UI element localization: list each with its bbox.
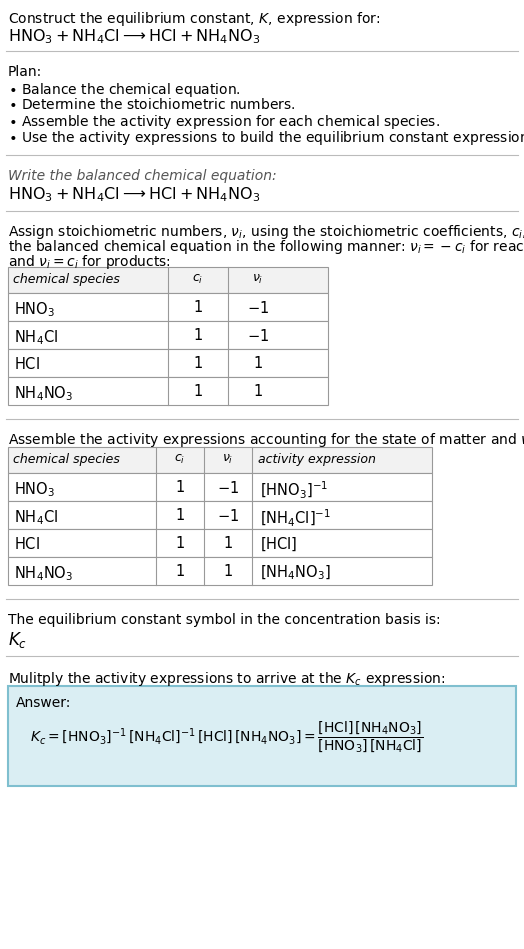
Text: $K_c = [\mathrm{HNO_3}]^{-1}\,[\mathrm{NH_4Cl}]^{-1}\,[\mathrm{HCl}]\,[\mathrm{N: $K_c = [\mathrm{HNO_3}]^{-1}\,[\mathrm{N…	[30, 720, 423, 755]
Bar	[8, 501, 432, 529]
Text: $\bullet$ Determine the stoichiometric numbers.: $\bullet$ Determine the stoichiometric n…	[8, 97, 296, 112]
Text: $\mathrm{HNO_3 + NH_4Cl} \longrightarrow \mathrm{HCl + NH_4NO_3}$: $\mathrm{HNO_3 + NH_4Cl} \longrightarrow…	[8, 27, 260, 46]
Text: $\bullet$ Balance the chemical equation.: $\bullet$ Balance the chemical equation.	[8, 81, 241, 99]
Text: $\mathrm{HCl}$: $\mathrm{HCl}$	[14, 356, 40, 372]
Text: 1: 1	[176, 480, 184, 495]
Text: activity expression: activity expression	[258, 453, 376, 466]
Bar	[8, 686, 516, 786]
Text: $\mathrm{HNO_3 + NH_4Cl} \longrightarrow \mathrm{HCl + NH_4NO_3}$: $\mathrm{HNO_3 + NH_4Cl} \longrightarrow…	[8, 185, 260, 204]
Text: $\bullet$ Use the activity expressions to build the equilibrium constant express: $\bullet$ Use the activity expressions t…	[8, 129, 524, 147]
Text: 1: 1	[176, 508, 184, 523]
Text: 1: 1	[176, 536, 184, 551]
Text: $\mathrm{HCl}$: $\mathrm{HCl}$	[14, 536, 40, 552]
Text: $c_i$: $c_i$	[192, 273, 204, 286]
Text: Plan:: Plan:	[8, 65, 42, 79]
Text: Construct the equilibrium constant, $K$, expression for:: Construct the equilibrium constant, $K$,…	[8, 10, 380, 28]
Text: $c_i$: $c_i$	[174, 453, 185, 466]
Text: 1: 1	[254, 384, 263, 399]
Text: $-1$: $-1$	[247, 328, 269, 344]
Bar	[8, 293, 328, 321]
Text: Answer:: Answer:	[16, 696, 71, 710]
Bar	[8, 267, 328, 293]
Text: Assemble the activity expressions accounting for the state of matter and $\nu_i$: Assemble the activity expressions accoun…	[8, 431, 524, 449]
Text: $\mathrm{HNO_3}$: $\mathrm{HNO_3}$	[14, 300, 55, 319]
Text: $-1$: $-1$	[247, 300, 269, 316]
Text: Write the balanced chemical equation:: Write the balanced chemical equation:	[8, 169, 277, 183]
Bar	[8, 473, 432, 501]
Bar	[8, 349, 328, 377]
Text: 1: 1	[193, 328, 203, 343]
Text: $K_c$: $K_c$	[8, 630, 27, 650]
Bar	[8, 447, 432, 473]
Text: 1: 1	[223, 536, 233, 551]
Text: $[\mathrm{HNO_3}]^{-1}$: $[\mathrm{HNO_3}]^{-1}$	[260, 480, 328, 501]
Text: Assign stoichiometric numbers, $\nu_i$, using the stoichiometric coefficients, $: Assign stoichiometric numbers, $\nu_i$, …	[8, 223, 524, 241]
Text: $[\mathrm{NH_4Cl}]^{-1}$: $[\mathrm{NH_4Cl}]^{-1}$	[260, 508, 331, 530]
Text: the balanced chemical equation in the following manner: $\nu_i = -c_i$ for react: the balanced chemical equation in the fo…	[8, 238, 524, 256]
Text: 1: 1	[193, 300, 203, 315]
Text: chemical species: chemical species	[13, 273, 120, 286]
Text: $\mathrm{NH_4NO_3}$: $\mathrm{NH_4NO_3}$	[14, 384, 73, 402]
Text: $[\mathrm{HCl}]$: $[\mathrm{HCl}]$	[260, 536, 298, 553]
Text: The equilibrium constant symbol in the concentration basis is:: The equilibrium constant symbol in the c…	[8, 613, 441, 627]
Bar	[8, 377, 328, 405]
Text: $\mathrm{HNO_3}$: $\mathrm{HNO_3}$	[14, 480, 55, 499]
Bar	[8, 529, 432, 557]
Text: and $\nu_i = c_i$ for products:: and $\nu_i = c_i$ for products:	[8, 253, 171, 271]
Bar	[8, 321, 328, 349]
Text: $-1$: $-1$	[217, 508, 239, 524]
Text: chemical species: chemical species	[13, 453, 120, 466]
Bar	[8, 557, 432, 585]
Text: 1: 1	[254, 356, 263, 371]
Text: 1: 1	[193, 384, 203, 399]
Text: $[\mathrm{NH_4NO_3}]$: $[\mathrm{NH_4NO_3}]$	[260, 564, 331, 583]
Text: 1: 1	[176, 564, 184, 579]
Text: $-1$: $-1$	[217, 480, 239, 496]
Text: $\nu_i$: $\nu_i$	[253, 273, 264, 286]
Text: $\mathrm{NH_4NO_3}$: $\mathrm{NH_4NO_3}$	[14, 564, 73, 583]
Text: $\nu_i$: $\nu_i$	[222, 453, 234, 466]
Text: 1: 1	[193, 356, 203, 371]
Text: 1: 1	[223, 564, 233, 579]
Text: Mulitply the activity expressions to arrive at the $K_c$ expression:: Mulitply the activity expressions to arr…	[8, 670, 445, 688]
Text: $\mathrm{NH_4Cl}$: $\mathrm{NH_4Cl}$	[14, 508, 58, 527]
Text: $\mathrm{NH_4Cl}$: $\mathrm{NH_4Cl}$	[14, 328, 58, 346]
Text: $\bullet$ Assemble the activity expression for each chemical species.: $\bullet$ Assemble the activity expressi…	[8, 113, 440, 131]
